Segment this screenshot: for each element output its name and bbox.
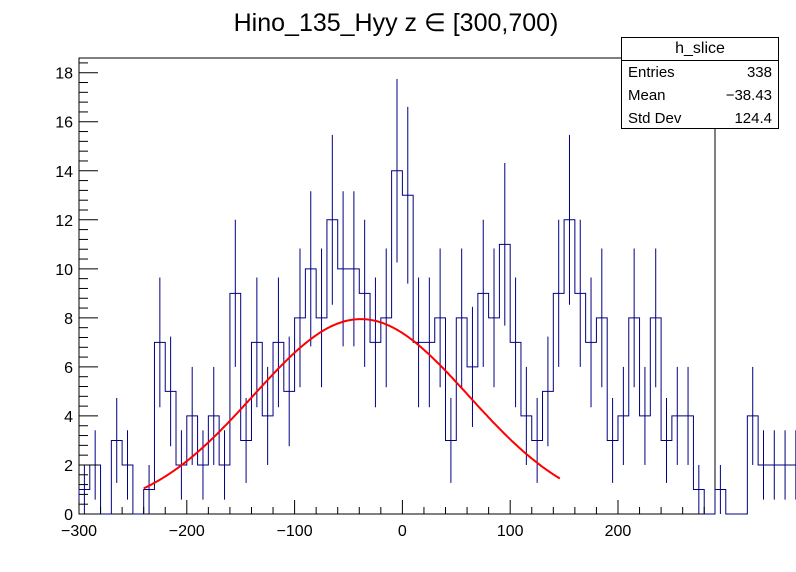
stats-stddev-value: 124.4 bbox=[734, 110, 772, 127]
x-tick-label: −100 bbox=[277, 523, 313, 540]
y-tick-label: 6 bbox=[64, 360, 73, 377]
y-tick-label: 4 bbox=[64, 409, 73, 426]
fit-layer bbox=[143, 318, 561, 490]
stats-mean-label: Mean bbox=[628, 87, 666, 104]
y-tick-label: 12 bbox=[55, 213, 73, 230]
x-tick-label: 200 bbox=[605, 523, 632, 540]
stats-entries-row: Entries 338 bbox=[622, 61, 778, 84]
stats-stddev-label: Std Dev bbox=[628, 110, 682, 127]
histogram-steps bbox=[78, 170, 796, 515]
y-tick-label: 8 bbox=[64, 311, 73, 328]
y-tick-label: 18 bbox=[55, 66, 73, 83]
stats-mean-row: Mean −38.43 bbox=[622, 84, 778, 107]
stats-stddev-row: Std Dev 124.4 bbox=[622, 107, 778, 130]
stats-mean-value: −38.43 bbox=[725, 87, 772, 104]
axes: −300 −200 −100 0 100 200 0 2 4 6 8 10 12 14 16 18 bbox=[55, 62, 705, 540]
y-tick-label: 10 bbox=[55, 262, 73, 279]
y-tick-label: 2 bbox=[64, 458, 73, 475]
stats-entries-value: 338 bbox=[746, 64, 772, 81]
fit-curve bbox=[143, 318, 561, 490]
histogram-line bbox=[78, 170, 796, 515]
y-tick-label: 0 bbox=[64, 507, 73, 524]
y-tick-label: 16 bbox=[55, 115, 73, 132]
y-tick-label: 14 bbox=[55, 164, 73, 181]
x-tick-label: 100 bbox=[497, 523, 524, 540]
stats-box: h_slice Entries 338 Mean −38.43 Std Dev … bbox=[621, 37, 779, 129]
stats-title: h_slice bbox=[622, 38, 778, 61]
chart-title: Hino_135_Hyy z ∈ [300,700) bbox=[234, 9, 559, 37]
stats-entries-label: Entries bbox=[628, 64, 675, 81]
x-tick-label: −300 bbox=[61, 523, 97, 540]
x-tick-label: 0 bbox=[398, 523, 407, 540]
plot-frame bbox=[78, 57, 716, 515]
error-bars bbox=[83, 79, 796, 514]
x-tick-label: −200 bbox=[169, 523, 205, 540]
